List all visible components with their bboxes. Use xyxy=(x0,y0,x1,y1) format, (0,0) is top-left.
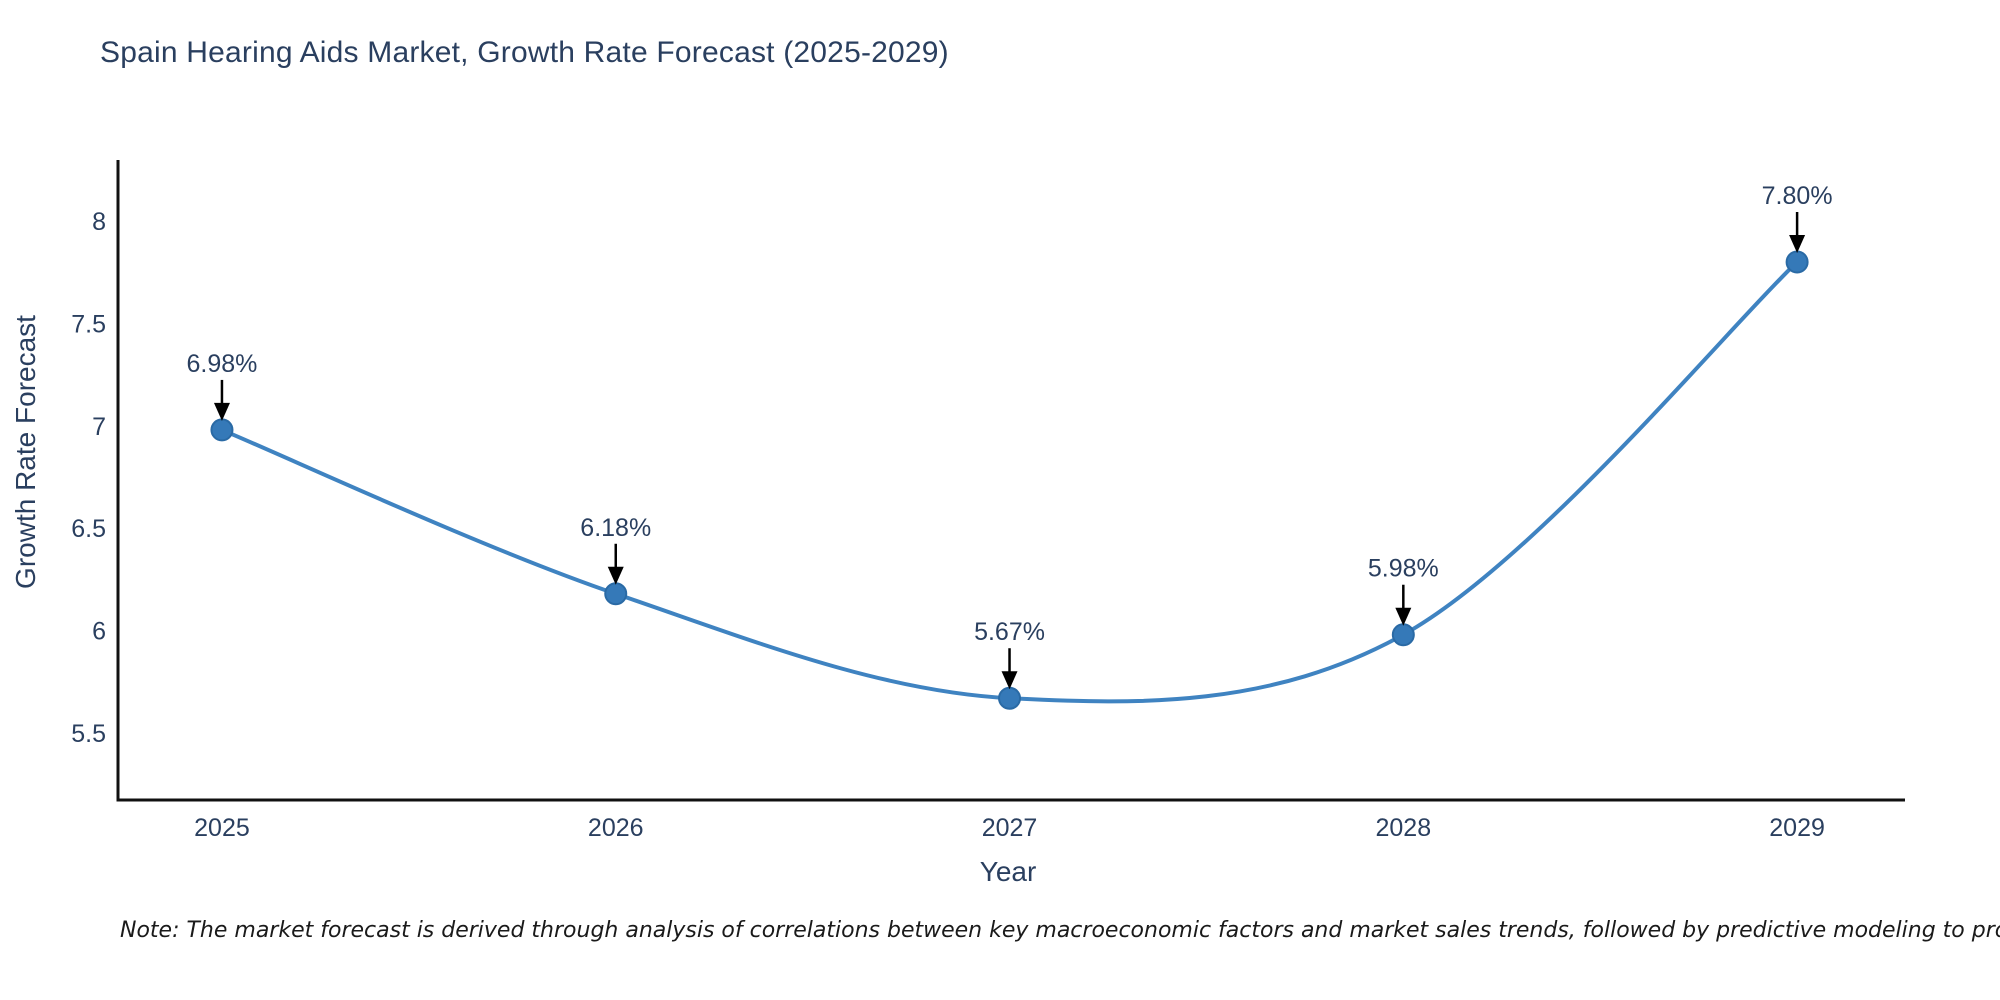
data-point-2026[interactable] xyxy=(604,582,628,606)
x-axis-title: Year xyxy=(979,856,1037,887)
y-tick-label: 8 xyxy=(92,208,106,236)
x-tick-label: 2027 xyxy=(982,814,1038,842)
chart-title: Spain Hearing Aids Market, Growth Rate F… xyxy=(100,36,949,69)
y-tick-label: 6 xyxy=(92,618,106,646)
axes-lines xyxy=(116,160,1905,802)
x-tick-label: 2025 xyxy=(194,814,250,842)
x-tick-label: 2028 xyxy=(1376,814,1432,842)
footnote: Note: The market forecast is derived thr… xyxy=(120,918,2000,943)
x-tick-label: 2029 xyxy=(1769,814,1825,842)
annotation-arrowhead-icon xyxy=(607,566,624,585)
data-point-label: 6.18% xyxy=(580,514,651,542)
data-point-label: 7.80% xyxy=(1762,182,1833,210)
data-point-label: 5.98% xyxy=(1368,555,1439,583)
data-point-2025[interactable] xyxy=(210,418,234,442)
y-tick-label: 7 xyxy=(92,413,106,441)
data-point-2027[interactable] xyxy=(998,686,1022,710)
y-tick-label: 5.5 xyxy=(71,720,106,748)
y-tick-label: 6.5 xyxy=(71,515,106,543)
y-tick-label: 7.5 xyxy=(71,310,106,338)
annotation-arrowhead-icon xyxy=(213,402,230,421)
data-point-label: 6.98% xyxy=(187,350,258,378)
data-point-label: 5.67% xyxy=(974,618,1045,646)
annotation-arrowhead-icon xyxy=(1395,607,1412,626)
data-point-2028[interactable] xyxy=(1391,623,1415,647)
data-point-2029[interactable] xyxy=(1785,250,1809,274)
annotation-arrowhead-icon xyxy=(1001,671,1018,690)
x-tick-label: 2026 xyxy=(588,814,644,842)
annotation-arrowhead-icon xyxy=(1789,234,1806,253)
